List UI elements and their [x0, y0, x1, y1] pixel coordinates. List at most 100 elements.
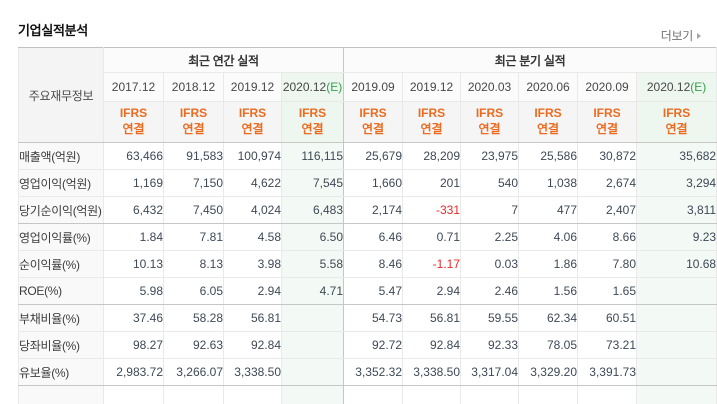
value-cell: 1,660: [343, 169, 404, 197]
value-cell: 63,466: [103, 142, 164, 170]
table-row-partial: [18, 385, 717, 404]
value-cell: 4,622: [223, 169, 282, 197]
row-label: [18, 385, 104, 404]
value-cell: 1,038: [518, 169, 579, 197]
value-cell: [636, 358, 717, 386]
value-cell: 2,983.72: [103, 358, 164, 386]
value-cell: 6.46: [343, 223, 404, 251]
value-cell: 92.33: [460, 331, 520, 359]
value-cell: 23,975: [460, 142, 520, 170]
period-label: 2019.12: [230, 80, 275, 94]
more-arrow-icon: [697, 33, 701, 39]
value-cell: 73.21: [577, 331, 638, 359]
value-cell: 98.27: [103, 331, 164, 359]
value-cell: [343, 385, 404, 404]
ifrs-header: IFRS 연결: [223, 101, 282, 143]
row-label: 영업이익률(%): [18, 223, 104, 251]
period-header: 2019.09: [343, 72, 404, 102]
value-cell: [636, 385, 717, 404]
value-cell: [280, 358, 345, 386]
value-cell: [460, 385, 520, 404]
ifrs-header-row: IFRS 연결 IFRS 연결 IFRS 연결 IFRS 연결 IFRS 연결 IFRS 연결 IFRS…: [19, 101, 717, 143]
period-header: 2020.03: [460, 72, 520, 102]
period-header: 2020.06: [518, 72, 579, 102]
group-header-annual: 최근 연간 실적: [102, 47, 345, 73]
period-label: 2020.03: [467, 80, 512, 94]
ifrs-header: IFRS 연결: [636, 101, 717, 143]
value-cell: 37.46: [103, 304, 164, 332]
row-label: 부채비율(%): [18, 304, 104, 332]
value-cell: 25,679: [343, 142, 404, 170]
value-cell: 4.06: [518, 223, 579, 251]
period-header: 2018.12: [163, 72, 224, 102]
value-cell: 2,674: [577, 169, 638, 197]
estimate-mark: (E): [326, 80, 343, 94]
value-cell: 3.98: [223, 250, 282, 278]
value-cell: 56.81: [223, 304, 282, 332]
period-label: 2017.12: [111, 80, 156, 94]
period-label: 2020.09: [585, 80, 629, 94]
table-row: 영업이익률(%) 1.84 7.81 4.58 6.50 6.46 0.71 2.25 4.06…: [18, 223, 717, 251]
row-label: 당기순이익(억원): [18, 196, 104, 224]
value-cell: 116,115: [280, 142, 345, 170]
value-cell: 30,872: [577, 142, 638, 170]
value-cell: 1.86: [518, 250, 579, 278]
value-cell: 5.58: [280, 250, 345, 278]
value-cell: 62.34: [518, 304, 579, 332]
value-cell: 10.13: [103, 250, 164, 278]
row-label: 유보율(%): [18, 358, 104, 386]
value-cell: 35,682: [636, 142, 717, 170]
value-cell: 78.05: [518, 331, 579, 359]
table-row: 매출액(억원) 63,466 91,583 100,974 116,115 25,679 2…: [18, 142, 717, 170]
value-cell: 540: [460, 169, 520, 197]
value-cell: 2,174: [343, 196, 404, 224]
value-cell: 6,432: [103, 196, 164, 224]
value-cell: [636, 277, 717, 305]
value-cell: 5.47: [343, 277, 404, 305]
value-cell: 7.81: [163, 223, 224, 251]
value-cell: 3,317.04: [460, 358, 520, 386]
period-header: 2020.09: [577, 72, 638, 102]
value-cell: [223, 385, 282, 404]
value-cell: 3,294: [636, 169, 717, 197]
value-cell: 8.66: [577, 223, 638, 251]
value-cell: [280, 304, 345, 332]
estimate-mark: (E): [690, 80, 707, 94]
ifrs-header: IFRS 연결: [402, 101, 462, 143]
value-cell: 2.94: [402, 277, 462, 305]
value-cell: 2,407: [577, 196, 638, 224]
value-cell: 7: [460, 196, 520, 224]
period-header: 2020.12(E): [280, 72, 345, 102]
table-row: 영업이익(억원) 1,169 7,150 4,622 7,545 1,660 201 540 1…: [18, 169, 717, 197]
value-cell: [280, 331, 345, 359]
value-cell: 7,545: [280, 169, 345, 197]
value-cell: 92.84: [402, 331, 462, 359]
value-cell: 4.71: [280, 277, 345, 305]
group-header-row: 주요재무정보 최근 연간 실적 최근 분기 실적: [18, 47, 717, 143]
row-label: 당좌비율(%): [18, 331, 104, 359]
page-title: 기업실적분석: [18, 23, 88, 38]
ifrs-header: IFRS 연결: [103, 101, 164, 143]
table-row: 순이익률(%) 10.13 8.13 3.98 5.58 8.46 -1.17 0.03 1.8…: [18, 250, 717, 278]
period-header: 2019.12: [402, 72, 462, 102]
ifrs-header: IFRS 연결: [343, 101, 404, 143]
table-row: 부채비율(%) 37.46 58.28 56.81 54.73 56.81 59.55 62.…: [18, 304, 717, 332]
value-cell: 7,150: [163, 169, 224, 197]
value-cell: 54.73: [343, 304, 404, 332]
value-cell: 59.55: [460, 304, 520, 332]
value-cell: 2.46: [460, 277, 520, 305]
more-link[interactable]: 더보기: [661, 27, 701, 44]
ifrs-header: IFRS 연결: [518, 101, 579, 143]
period-label: 2019.09: [351, 80, 395, 94]
value-cell: 477: [518, 196, 579, 224]
value-cell: 1.84: [103, 223, 164, 251]
value-cell: 201: [402, 169, 462, 197]
value-cell: 5.98: [103, 277, 164, 305]
period-header: 2020.12(E): [636, 72, 717, 102]
period-label: 2020.12: [282, 80, 327, 94]
value-cell: 3,338.50: [402, 358, 462, 386]
value-cell: 1.65: [577, 277, 638, 305]
value-cell: 92.63: [163, 331, 224, 359]
group-header-quarterly: 최근 분기 실적: [343, 47, 717, 73]
